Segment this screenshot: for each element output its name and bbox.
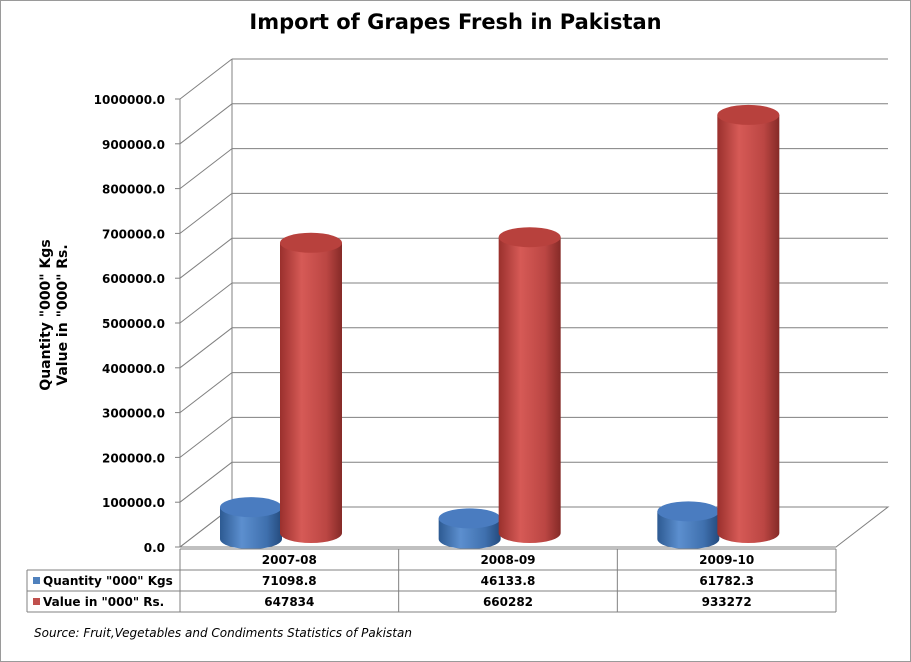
y-tick-label: 1000000.0: [94, 93, 165, 107]
side-wall-gridline: [179, 103, 233, 145]
bars: [220, 104, 780, 549]
bar-body: [280, 242, 342, 543]
y-tick-label: 600000.0: [102, 272, 165, 286]
legend-swatch: [33, 598, 40, 605]
x-tick-label: 2008-09: [480, 553, 535, 567]
y-tick-label: 0.0: [144, 541, 165, 555]
y-tick-label: 300000.0: [102, 407, 165, 421]
data-table-value: 61782.3: [699, 574, 754, 588]
bar-top: [717, 104, 780, 125]
x-tick-label: 2007-08: [262, 553, 317, 567]
y-tick-label: 900000.0: [102, 138, 165, 152]
y-tick-label: 400000.0: [102, 362, 165, 376]
side-wall-gridline: [179, 461, 233, 503]
legend-label: Quantity "000" Kgs: [43, 574, 173, 588]
bar-body: [717, 114, 780, 544]
y-tick-label: 100000.0: [102, 496, 165, 510]
side-wall-gridline: [179, 237, 233, 279]
bar-top: [438, 508, 501, 529]
y-tick-label: 200000.0: [102, 451, 165, 465]
bar-body: [657, 511, 720, 549]
y-tick-label: 700000.0: [102, 227, 165, 241]
y-axis-ticks: 0.0 100000.0 200000.0 300000.0 400000.0 50000…: [94, 93, 180, 555]
bar-top: [498, 227, 561, 248]
legend-swatch: [33, 577, 40, 584]
side-wall-gridline: [179, 327, 233, 369]
bar-quantity-2009-10: [657, 501, 720, 549]
data-table-value: 933272: [702, 595, 752, 609]
bar-top: [220, 497, 282, 518]
x-tick-label: 2009-10: [699, 553, 754, 567]
source-note: Source: Fruit,Vegetables and Condiments …: [34, 626, 412, 640]
data-table-value: 71098.8: [262, 574, 317, 588]
data-table-value: 660282: [483, 595, 533, 609]
bar-body: [220, 507, 282, 549]
bar-body: [498, 237, 561, 543]
bar-top: [657, 501, 720, 522]
side-wall-gridline: [179, 417, 233, 458]
bar-quantity-2008-09: [438, 508, 501, 549]
data-table: 2007-08 2008-09 2009-10 Quantity "000" Kgs 7…: [26, 548, 837, 613]
y-tick-label: 800000.0: [102, 183, 165, 197]
side-wall-gridline: [179, 58, 233, 100]
bar-top: [280, 232, 342, 253]
bar-value-2008-09: [498, 227, 561, 543]
y-tick-label: 500000.0: [102, 317, 165, 331]
data-table-value: 46133.8: [481, 574, 536, 588]
side-wall-gridline: [179, 193, 233, 234]
side-wall-gridline: [179, 148, 233, 189]
bar-quantity-2007-08: [220, 497, 282, 549]
side-wall-gridline: [179, 282, 233, 324]
legend-label: Value in "000" Rs.: [43, 595, 164, 609]
chart-title: Import of Grapes Fresh in Pakistan: [249, 10, 662, 34]
side-wall-gridline: [179, 372, 233, 413]
bar-value-2009-10: [717, 104, 780, 544]
data-table-value: 647834: [264, 595, 314, 609]
bar-value-2007-08: [280, 232, 342, 543]
